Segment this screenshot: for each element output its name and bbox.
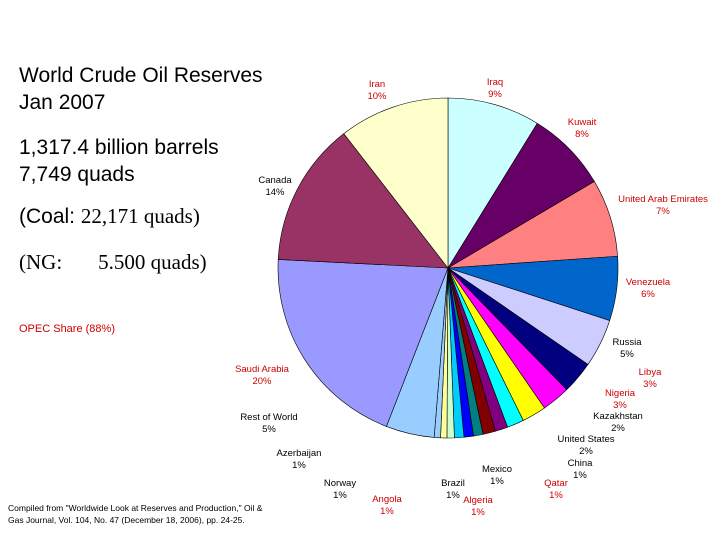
title-line-2: Jan 2007 — [19, 91, 106, 114]
label-name-kazakhstan: Kazakhstan — [593, 411, 643, 422]
coal-prefix: (Coal: — [19, 205, 81, 228]
label-name-rest-of-world: Rest of World — [240, 412, 297, 423]
label-name-united-arab-emirates: United Arab Emirates — [618, 194, 708, 205]
label-pct-venezuela: 6% — [641, 289, 655, 300]
chart-title: World Crude Oil Reserves Jan 2007 — [19, 62, 263, 116]
opec-share-note: OPEC Share (88%) — [19, 323, 115, 335]
coal-note: (Coal: 22,171 quads) — [19, 203, 200, 230]
label-name-kuwait: Kuwait — [568, 117, 597, 128]
ng-prefix: (NG: — [19, 250, 63, 274]
label-name-norway: Norway — [324, 478, 356, 489]
label-name-angola: Angola — [372, 494, 402, 505]
label-pct-kazakhstan: 2% — [611, 423, 625, 434]
source-line-2: Gas Journal, Vol. 104, No. 47 (December … — [8, 515, 245, 525]
ng-note: (NG: 5.500 quads) — [19, 249, 207, 276]
label-pct-norway: 1% — [333, 490, 347, 501]
ng-value: 5.500 quads) — [98, 250, 207, 274]
source-line-1: Compiled from "Worldwide Look at Reserve… — [8, 503, 263, 513]
label-pct-libya: 3% — [643, 379, 657, 390]
coal-value: 22,171 quads) — [80, 204, 200, 228]
label-name-brazil: Brazil — [441, 478, 465, 489]
quads-total: 7,749 quads — [19, 163, 135, 186]
label-name-united-states: United States — [557, 434, 614, 445]
label-pct-qatar: 1% — [549, 490, 563, 501]
label-pct-saudi-arabia: 20% — [252, 376, 272, 387]
label-name-qatar: Qatar — [544, 478, 568, 489]
title-line-1: World Crude Oil Reserves — [19, 64, 263, 87]
slice-saudi-arabia — [277, 259, 449, 427]
label-name-mexico: Mexico — [482, 464, 512, 475]
label-name-china: China — [568, 458, 594, 469]
label-name-venezuela: Venezuela — [626, 277, 671, 288]
label-pct-azerbaijan: 1% — [292, 460, 306, 471]
label-name-russia: Russia — [612, 337, 642, 348]
label-name-iran: Iran — [369, 79, 385, 90]
label-pct-canada: 14% — [265, 187, 285, 198]
label-name-nigeria: Nigeria — [605, 388, 636, 399]
label-pct-angola: 1% — [380, 506, 394, 517]
label-pct-iraq: 9% — [488, 89, 502, 100]
label-name-saudi-arabia: Saudi Arabia — [235, 364, 290, 375]
source-citation: Compiled from "Worldwide Look at Reserve… — [8, 502, 308, 526]
label-name-algeria: Algeria — [463, 495, 493, 506]
label-pct-kuwait: 8% — [575, 129, 589, 140]
label-pct-nigeria: 3% — [613, 400, 627, 411]
reserves-summary: 1,317.4 billion barrels 7,749 quads — [19, 134, 219, 188]
label-name-azerbaijan: Azerbaijan — [277, 448, 322, 459]
label-pct-mexico: 1% — [490, 476, 504, 487]
label-name-libya: Libya — [639, 367, 662, 378]
label-name-canada: Canada — [258, 175, 292, 186]
slice-canada — [277, 133, 449, 269]
barrels-total: 1,317.4 billion barrels — [19, 136, 219, 159]
label-pct-china: 1% — [573, 470, 587, 481]
label-pct-rest-of-world: 5% — [262, 424, 276, 435]
slice-iran — [343, 97, 449, 269]
label-pct-united-arab-emirates: 7% — [656, 206, 670, 217]
label-name-iraq: Iraq — [487, 77, 503, 88]
slice-iraq — [447, 97, 538, 270]
label-pct-brazil: 1% — [446, 490, 460, 501]
label-pct-russia: 5% — [620, 349, 634, 360]
label-pct-iran: 10% — [367, 91, 387, 102]
label-pct-united-states: 2% — [579, 446, 593, 457]
label-pct-algeria: 1% — [471, 507, 485, 518]
